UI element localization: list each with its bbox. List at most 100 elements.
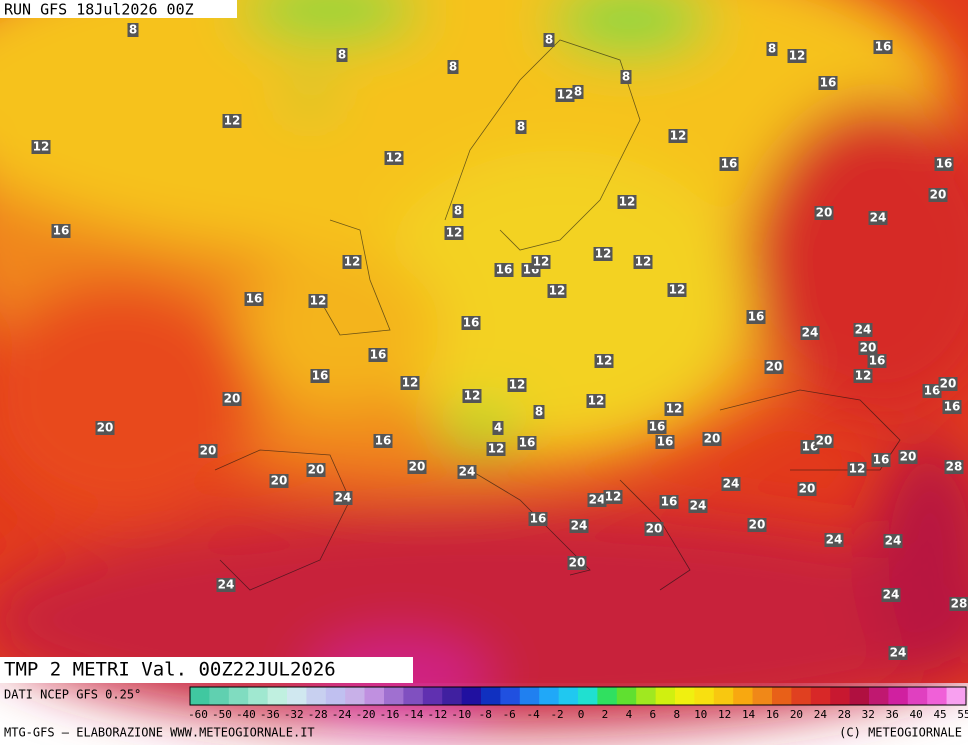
- legend-label: -16: [380, 708, 400, 721]
- contour-label: 8: [574, 85, 582, 99]
- legend-label: 40: [910, 708, 923, 721]
- legend-swatch: [947, 687, 967, 705]
- legend-swatch: [733, 687, 753, 705]
- legend-label: -14: [404, 708, 424, 721]
- contour-label: 16: [936, 157, 953, 171]
- legend-label: -4: [527, 708, 541, 721]
- contour-label: 16: [312, 369, 329, 383]
- legend-swatch: [830, 687, 850, 705]
- contour-label: 16: [530, 512, 547, 526]
- contour-label: 16: [649, 420, 666, 434]
- contour-label: 16: [246, 292, 263, 306]
- legend-swatch: [481, 687, 501, 705]
- legend-label: 4: [626, 708, 633, 721]
- legend-swatch: [772, 687, 792, 705]
- legend-label: 14: [742, 708, 756, 721]
- legend-swatch: [811, 687, 831, 705]
- contour-label: 20: [704, 432, 721, 446]
- contour-label: 12: [557, 88, 574, 102]
- legend-label: 24: [814, 708, 828, 721]
- legend-label: 0: [578, 708, 585, 721]
- legend-swatch: [423, 687, 443, 705]
- contour-label: 8: [545, 33, 553, 47]
- contour-label: 4: [494, 421, 502, 435]
- legend-label: 16: [766, 708, 779, 721]
- legend-swatch: [442, 687, 462, 705]
- legend-swatch: [209, 687, 229, 705]
- contour-label: 24: [571, 519, 588, 533]
- contour-label: 12: [849, 462, 866, 476]
- contour-label: 28: [951, 597, 968, 611]
- legend-swatch: [384, 687, 404, 705]
- legend-swatch: [675, 687, 695, 705]
- legend-label: 55: [957, 708, 968, 721]
- contour-label: 28: [946, 460, 963, 474]
- contour-label: 20: [749, 518, 766, 532]
- contour-label: 12: [596, 354, 613, 368]
- contour-label: 24: [723, 477, 740, 491]
- contour-label: 16: [924, 384, 941, 398]
- legend-swatch: [268, 687, 288, 705]
- contour-label: 24: [883, 588, 900, 602]
- contour-label: 12: [635, 255, 652, 269]
- legend-swatch: [306, 687, 326, 705]
- legend-swatch: [714, 687, 734, 705]
- contour-label: 8: [768, 42, 776, 56]
- contour-label: 20: [308, 463, 325, 477]
- contour-label: 12: [33, 140, 50, 154]
- contour-label: 12: [224, 114, 241, 128]
- contour-label: 20: [860, 341, 877, 355]
- contour-label: 12: [310, 294, 327, 308]
- contour-label: 12: [666, 402, 683, 416]
- legend-swatch: [927, 687, 947, 705]
- contour-label: 12: [619, 195, 636, 209]
- legend-swatch: [365, 687, 385, 705]
- contour-label: 16: [873, 453, 890, 467]
- contour-label: 16: [869, 354, 886, 368]
- contour-label: 24: [890, 646, 907, 660]
- contour-label: 16: [657, 435, 674, 449]
- contour-label: 24: [870, 211, 887, 225]
- legend-swatch: [326, 687, 346, 705]
- legend-label: 32: [862, 708, 875, 721]
- legend-label: -2: [550, 708, 563, 721]
- legend-label: 12: [718, 708, 731, 721]
- contour-label: 24: [855, 323, 872, 337]
- contour-label: 12: [595, 247, 612, 261]
- legend-swatch: [248, 687, 268, 705]
- legend-swatch: [520, 687, 540, 705]
- legend-label: -10: [451, 708, 471, 721]
- legend-swatch: [559, 687, 579, 705]
- contour-label: 20: [224, 392, 241, 406]
- legend-label: 45: [933, 708, 946, 721]
- contour-label: 20: [646, 522, 663, 536]
- contour-label: 16: [370, 348, 387, 362]
- contour-label: 8: [449, 60, 457, 74]
- contour-label: 24: [589, 493, 606, 507]
- legend-swatch: [656, 687, 676, 705]
- contour-label: 16: [375, 434, 392, 448]
- contour-label: 20: [799, 482, 816, 496]
- contour-label: 20: [816, 206, 833, 220]
- legend-label: 2: [602, 708, 609, 721]
- contour-label: 16: [53, 224, 70, 238]
- contour-label: 24: [459, 465, 476, 479]
- contour-label: 8: [129, 23, 137, 37]
- legend-swatch: [462, 687, 482, 705]
- contour-label: 12: [605, 490, 622, 504]
- contour-label: 24: [885, 534, 902, 548]
- temperature-field: [0, 0, 968, 730]
- contour-label: 16: [748, 310, 765, 324]
- source: DATI NCEP GFS 0.25°: [4, 688, 141, 702]
- legend-swatch: [850, 687, 870, 705]
- contour-label: 12: [464, 389, 481, 403]
- legend-label: 20: [790, 708, 803, 721]
- map-title: TMP 2 METRI Val. 00Z22JUL2026: [4, 659, 336, 681]
- legend-label: -6: [503, 708, 516, 721]
- legend-swatch: [500, 687, 520, 705]
- legend-swatch: [229, 687, 249, 705]
- legend-label: -28: [308, 708, 328, 721]
- contour-label: 20: [409, 460, 426, 474]
- legend-label: 6: [650, 708, 657, 721]
